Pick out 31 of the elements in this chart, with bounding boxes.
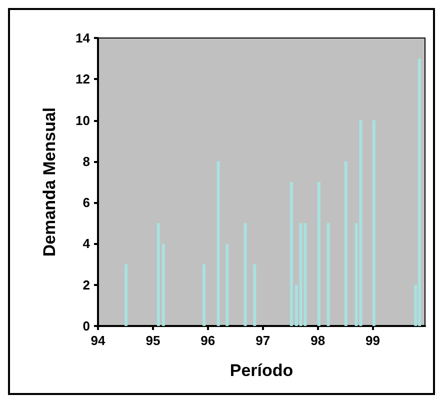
bar <box>418 58 422 326</box>
y-tick-label: 0 <box>82 318 90 334</box>
y-tick-label: 14 <box>76 30 91 46</box>
y-tick-label: 10 <box>76 112 90 128</box>
y-tick-label: 6 <box>82 195 90 210</box>
y-tick-label: 2 <box>82 277 90 292</box>
bar <box>216 161 220 326</box>
y-tick-label: 4 <box>82 236 91 252</box>
y-tick-label: 8 <box>82 154 90 169</box>
bar <box>226 244 229 326</box>
x-tick-label: 99 <box>366 333 380 348</box>
x-tick-label: 98 <box>310 333 326 348</box>
y-axis-title: Demanda Mensual <box>40 107 59 257</box>
bar <box>253 264 256 326</box>
bar <box>290 182 293 326</box>
bar <box>372 120 376 326</box>
bar <box>326 223 330 326</box>
bar <box>202 264 206 326</box>
bar <box>304 223 307 326</box>
x-tick-label: 96 <box>200 333 216 348</box>
bar <box>124 264 128 326</box>
bar <box>359 120 362 326</box>
x-axis-title: Período <box>230 361 294 380</box>
bar <box>299 223 302 326</box>
x-tick-label: 97 <box>256 333 270 348</box>
x-tick-label: 94 <box>90 333 106 348</box>
bar <box>317 182 320 326</box>
x-tick-label: 95 <box>146 333 160 348</box>
y-tick-label: 12 <box>76 72 90 87</box>
bar <box>344 161 348 326</box>
bar <box>244 223 247 326</box>
